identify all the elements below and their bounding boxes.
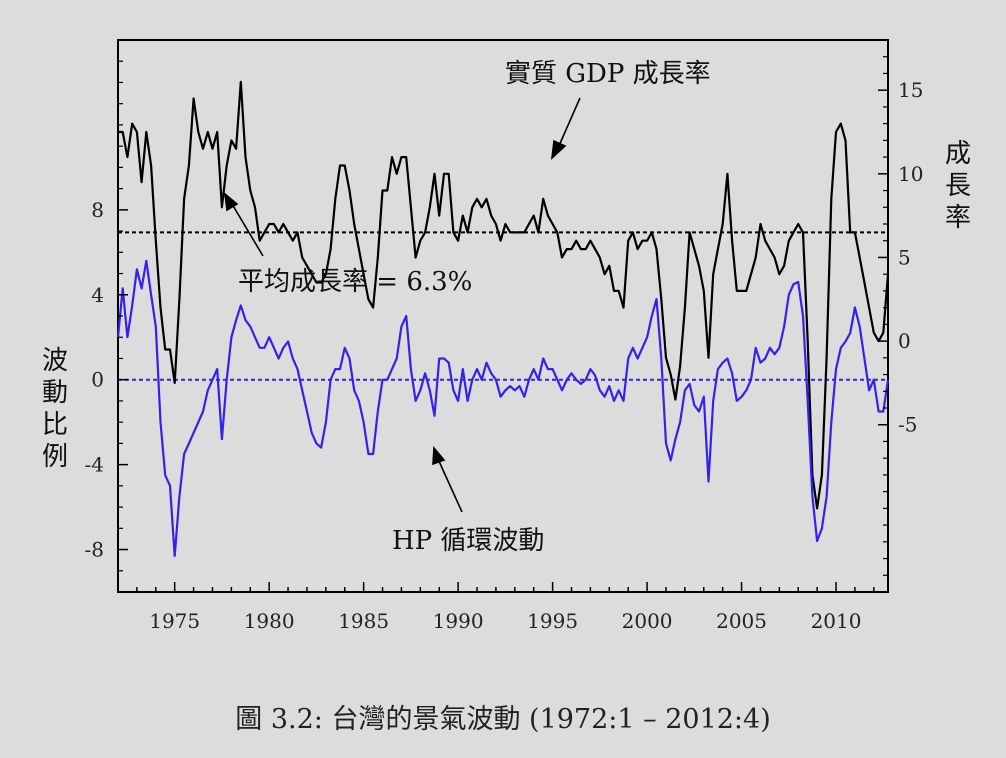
annotation-arrows xyxy=(223,97,581,513)
gdp-growth-line xyxy=(118,80,890,510)
mean-label-arrowhead xyxy=(223,192,239,212)
figure-caption: 圖 3.2: 台灣的景氣波動 (1972:1 – 2012:4) xyxy=(235,704,771,735)
right-axis-title-char: 長 xyxy=(945,171,971,201)
x-tick-label: 1975 xyxy=(149,609,200,633)
right-tick-label: 5 xyxy=(898,245,911,269)
left-tick-label: 0 xyxy=(91,368,104,392)
x-tick-label: 2005 xyxy=(716,609,767,633)
right-tick-label: 15 xyxy=(898,78,923,102)
gdp-label-arrowhead xyxy=(550,139,567,161)
mean-label-arrow xyxy=(231,203,264,257)
left-axis-title-char: 動 xyxy=(42,378,68,408)
x-tick-label: 1985 xyxy=(338,609,389,633)
hp-label-arrowhead xyxy=(432,445,446,466)
gdp-series-label: 實質 GDP 成長率 xyxy=(505,59,711,89)
plot-area xyxy=(117,39,889,593)
left-axis-title-char: 比 xyxy=(42,410,68,440)
right-axis-title-char: 率 xyxy=(945,203,971,233)
hp-series-label: HP 循環波動 xyxy=(392,526,544,556)
x-tick-label: 1995 xyxy=(527,609,578,633)
right-tick-label: 10 xyxy=(898,162,923,186)
x-tick-label: 1990 xyxy=(433,609,484,633)
x-tick-label: 2000 xyxy=(622,609,673,633)
right-axis-title: 成 長 率 xyxy=(945,139,971,233)
left-axis-title-char: 例 xyxy=(42,442,68,472)
right-tick-label: -5 xyxy=(898,413,917,437)
gdp-label-arrow xyxy=(557,97,581,149)
hp-cycle-line xyxy=(116,259,890,557)
x-tick-label: 2010 xyxy=(811,609,862,633)
mean-growth-label: 平均成長率 = 6.3% xyxy=(238,267,472,297)
right-tick-label: 0 xyxy=(898,329,911,353)
x-tick-label: 1980 xyxy=(244,609,295,633)
left-axis-title: 波 動 比 例 xyxy=(42,346,68,472)
left-tick-label: 8 xyxy=(91,198,104,222)
axes-layer: 1975 1980 1985 1990 1995 2000 2005 2010 8 4 0 -4 -8 1… xyxy=(85,39,923,633)
left-tick-label: -4 xyxy=(85,453,104,477)
left-axis-title-char: 波 xyxy=(42,346,68,376)
right-axis-title-char: 成 xyxy=(945,139,971,169)
hp-label-arrow xyxy=(437,458,463,513)
series-layer xyxy=(116,80,890,557)
left-tick-label: -8 xyxy=(85,538,104,562)
left-tick-label: 4 xyxy=(91,283,104,307)
